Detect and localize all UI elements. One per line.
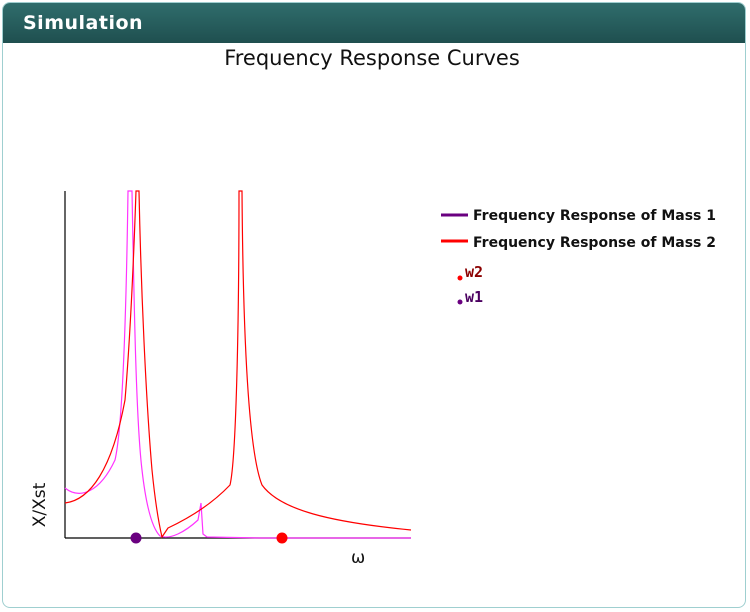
w1-legend-dot (457, 299, 463, 305)
panel-title: Simulation (23, 12, 144, 34)
x-axis-label: ω (351, 548, 365, 568)
w2-axis-marker[interactable] (276, 532, 288, 544)
legend-label-mass1: Frequency Response of Mass 1 (473, 208, 716, 224)
legend-label-mass2: Frequency Response of Mass 2 (473, 235, 716, 251)
mass2-response-curve (64, 190, 412, 539)
chart-title: Frequency Response Curves (224, 46, 520, 70)
w2-legend-label: w2 (465, 263, 483, 281)
w1-axis-marker[interactable] (130, 532, 142, 544)
y-axis-label: X/Xst (30, 482, 50, 527)
mass1-response-curve (64, 190, 411, 539)
w1-legend-label: w1 (465, 288, 483, 306)
w2-legend-dot (457, 275, 463, 281)
panel-header: Simulation (3, 3, 745, 43)
